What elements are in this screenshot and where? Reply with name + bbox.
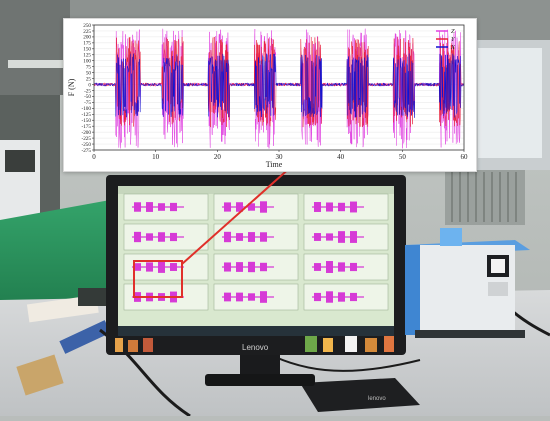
x-axis-label: Time xyxy=(266,160,283,169)
screen-panel-burst xyxy=(248,203,255,211)
y-tick-label: -175 xyxy=(81,124,91,130)
highlight-box xyxy=(133,260,183,298)
screen-panel-burst xyxy=(350,201,357,213)
pointer-arrow xyxy=(181,165,293,265)
legend-label-z: Z xyxy=(451,28,455,35)
screen-panel-burst xyxy=(314,292,321,302)
screen-panel-burst xyxy=(146,202,153,212)
screen-panel-burst xyxy=(314,202,321,212)
y-tick-label: 150 xyxy=(83,47,91,53)
screen-panel-burst xyxy=(350,292,357,302)
x-tick-label: 60 xyxy=(461,153,469,161)
screen-panel-burst xyxy=(326,202,333,212)
y-tick-label: 225 xyxy=(83,29,91,35)
screen-panel-burst xyxy=(260,291,267,303)
y-tick-label: -150 xyxy=(81,118,91,124)
screen-panel-burst xyxy=(248,261,255,273)
screen-panel-burst xyxy=(338,202,345,212)
screen-panel-burst xyxy=(338,292,345,302)
y-tick-label: -275 xyxy=(81,148,91,154)
screen-panel-burst xyxy=(260,201,267,213)
screen-panel-burst xyxy=(236,262,243,272)
legend-label-y: Y xyxy=(451,36,456,43)
figurine-stickers xyxy=(115,336,394,352)
y-tick-label: -200 xyxy=(81,130,91,136)
screen-panel-burst xyxy=(326,233,333,241)
screen-panel-burst xyxy=(350,262,357,272)
screen-panel-burst xyxy=(236,202,243,212)
legend-label-x: X xyxy=(450,44,456,51)
y-axis-label: F (N) xyxy=(67,78,76,96)
y-tick-label: -225 xyxy=(81,136,91,142)
chart-svg: 2502252001751501251007550250-25-50-75-10… xyxy=(67,23,469,169)
screen-panel-burst xyxy=(224,202,231,212)
screen-panel-burst xyxy=(170,202,177,212)
x-tick-label: 0 xyxy=(92,153,96,161)
y-tick-label: -125 xyxy=(81,112,91,118)
screen-panel-burst xyxy=(326,261,333,273)
y-tick-label: -100 xyxy=(81,106,91,112)
screen-panel-burst xyxy=(224,292,231,302)
y-tick-label: -75 xyxy=(84,100,91,106)
y-tick-label: 0 xyxy=(88,82,91,88)
x-tick-label: 10 xyxy=(152,153,160,161)
y-tick-label: -25 xyxy=(84,88,91,94)
screen-panel-burst xyxy=(236,233,243,241)
taskbar xyxy=(118,326,394,336)
y-tick-label: 25 xyxy=(86,76,92,82)
x-tick-label: 50 xyxy=(399,153,407,161)
screen-panel-burst xyxy=(338,262,345,272)
y-tick-label: 250 xyxy=(83,23,91,29)
screen-panel-burst xyxy=(338,231,345,243)
screen-panel-burst xyxy=(158,232,165,242)
y-tick-label: 200 xyxy=(83,35,91,41)
screen-panel-burst xyxy=(224,231,231,243)
screen-panel-burst xyxy=(326,291,333,303)
screen-panel-burst xyxy=(314,263,321,271)
screen-panel-burst xyxy=(248,293,255,301)
x-tick-label: 40 xyxy=(337,153,345,161)
series-line-x xyxy=(93,53,464,118)
screen-panel-burst xyxy=(260,262,267,272)
keyboard-brand-label: lenovo xyxy=(368,396,386,402)
screen-panel-burst xyxy=(314,233,321,241)
y-tick-label: 75 xyxy=(86,64,92,70)
y-tick-label: -50 xyxy=(84,94,91,100)
x-tick-label: 20 xyxy=(214,153,222,161)
screen-panel-burst xyxy=(248,232,255,242)
screen-panel-burst xyxy=(146,233,153,241)
y-tick-label: 50 xyxy=(86,70,92,76)
screen-panel-burst xyxy=(134,263,141,271)
y-tick-label: 125 xyxy=(83,53,91,59)
ceiling-frame xyxy=(0,0,70,95)
force-time-chart: 250 225 200 175 150 125 100 75 50 25 0 -25 -50 -75 -10… xyxy=(63,18,477,172)
y-tick-label: 100 xyxy=(83,59,91,65)
screen-panel-burst xyxy=(158,203,165,211)
screen-panel-burst xyxy=(158,261,165,273)
screen-panel-burst xyxy=(170,232,177,242)
monitor-brand-label: Lenovo xyxy=(242,343,269,352)
screen-panel-burst xyxy=(134,202,141,212)
x-tick-label: 30 xyxy=(276,153,284,161)
screen-panel-burst xyxy=(134,231,141,243)
screen-panel-burst xyxy=(236,292,243,302)
keyboard xyxy=(300,378,420,412)
y-tick-label: 175 xyxy=(83,41,91,47)
y-tick-label: -250 xyxy=(81,142,91,148)
screen-panel-burst xyxy=(170,263,177,271)
screen-panel-burst xyxy=(260,232,267,242)
screen-panel-burst xyxy=(350,231,357,243)
screen-panel-burst xyxy=(146,262,153,272)
screen-panel-burst xyxy=(224,262,231,272)
monitor-stand xyxy=(240,355,280,377)
